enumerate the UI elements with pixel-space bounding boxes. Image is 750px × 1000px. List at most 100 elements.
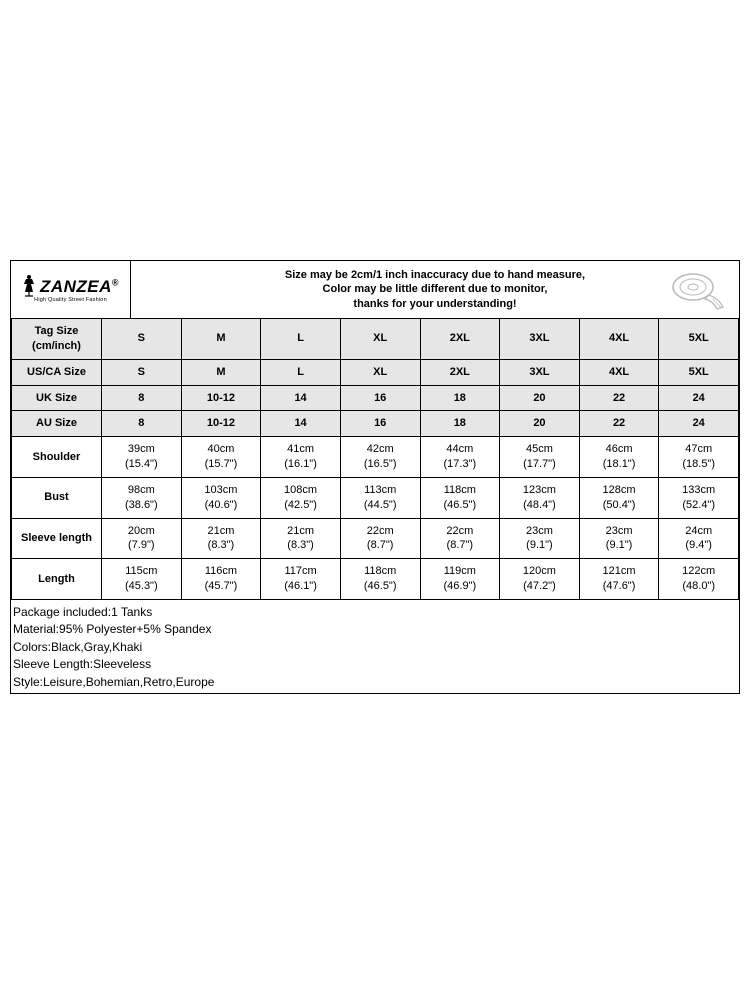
row-label: US/CA Size: [12, 359, 102, 385]
table-cell: 10-12: [181, 411, 261, 437]
table-cell: 4XL: [579, 359, 659, 385]
table-cell: 116cm (45.7"): [181, 559, 261, 600]
table-row: AU Size810-12141618202224: [12, 411, 739, 437]
table-cell: 123cm (48.4"): [500, 477, 580, 518]
size-chart: ZANZEA® High Quality Street Fashion Size…: [10, 260, 740, 694]
table-cell: 22: [579, 411, 659, 437]
table-cell: 22cm (8.7"): [420, 518, 500, 559]
table-cell: 121cm (47.6"): [579, 559, 659, 600]
table-cell: 98cm (38.6"): [102, 477, 182, 518]
table-row: Bust98cm (38.6")103cm (40.6")108cm (42.5…: [12, 477, 739, 518]
table-cell: 18: [420, 411, 500, 437]
product-details: Package included:1 TanksMaterial:95% Pol…: [11, 600, 739, 693]
col-header: XL: [340, 319, 420, 359]
table-cell: 113cm (44.5"): [340, 477, 420, 518]
table-cell: 128cm (50.4"): [579, 477, 659, 518]
table-header-row: Tag Size (cm/inch) S M L XL 2XL 3XL 4XL …: [12, 319, 739, 359]
table-cell: 103cm (40.6"): [181, 477, 261, 518]
table-cell: L: [261, 359, 341, 385]
table-body: US/CA SizeSMLXL2XL3XL4XL5XLUK Size810-12…: [12, 359, 739, 599]
table-cell: 20cm (7.9"): [102, 518, 182, 559]
brand-logo-cell: ZANZEA® High Quality Street Fashion: [11, 261, 131, 318]
size-table: Tag Size (cm/inch) S M L XL 2XL 3XL 4XL …: [11, 319, 739, 600]
table-cell: 24cm (9.4"): [659, 518, 739, 559]
table-cell: 18: [420, 385, 500, 411]
table-cell: 8: [102, 385, 182, 411]
table-cell: 119cm (46.9"): [420, 559, 500, 600]
detail-line: Sleeve Length:Sleeveless: [13, 656, 737, 673]
col-header: M: [181, 319, 261, 359]
table-cell: 14: [261, 411, 341, 437]
table-cell: 118cm (46.5"): [340, 559, 420, 600]
table-cell: 23cm (9.1"): [500, 518, 580, 559]
header-label-cell: Tag Size (cm/inch): [12, 319, 102, 359]
table-cell: 45cm (17.7"): [500, 437, 580, 478]
table-cell: 47cm (18.5"): [659, 437, 739, 478]
trademark: ®: [112, 277, 119, 287]
brand-tagline: High Quality Street Fashion: [34, 297, 107, 303]
table-row: Sleeve length20cm (7.9")21cm (8.3")21cm …: [12, 518, 739, 559]
notice-line-2: Color may be little different due to mon…: [323, 282, 548, 296]
brand-name: ZANZEA®: [22, 277, 119, 297]
table-cell: S: [102, 359, 182, 385]
table-cell: 16: [340, 411, 420, 437]
table-cell: 44cm (17.3"): [420, 437, 500, 478]
table-cell: 108cm (42.5"): [261, 477, 341, 518]
size-notice: Size may be 2cm/1 inch inaccuracy due to…: [131, 261, 739, 318]
detail-line: Style:Leisure,Bohemian,Retro,Europe: [13, 674, 737, 691]
table-cell: 24: [659, 385, 739, 411]
mannequin-icon: [20, 274, 38, 298]
table-cell: XL: [340, 359, 420, 385]
table-cell: 46cm (18.1"): [579, 437, 659, 478]
table-cell: 133cm (52.4"): [659, 477, 739, 518]
table-row: UK Size810-12141618202224: [12, 385, 739, 411]
table-cell: 14: [261, 385, 341, 411]
measuring-tape-icon: [669, 269, 725, 311]
table-cell: 22cm (8.7"): [340, 518, 420, 559]
table-cell: 117cm (46.1"): [261, 559, 341, 600]
row-label: Bust: [12, 477, 102, 518]
row-label: UK Size: [12, 385, 102, 411]
row-label: AU Size: [12, 411, 102, 437]
detail-line: Package included:1 Tanks: [13, 604, 737, 621]
table-cell: 21cm (8.3"): [181, 518, 261, 559]
table-cell: 8: [102, 411, 182, 437]
row-label: Sleeve length: [12, 518, 102, 559]
chart-header: ZANZEA® High Quality Street Fashion Size…: [11, 261, 739, 319]
table-cell: 118cm (46.5"): [420, 477, 500, 518]
table-cell: 24: [659, 411, 739, 437]
table-row: Shoulder39cm (15.4")40cm (15.7")41cm (16…: [12, 437, 739, 478]
col-header: 2XL: [420, 319, 500, 359]
table-cell: 122cm (48.0"): [659, 559, 739, 600]
table-row: Length115cm (45.3")116cm (45.7")117cm (4…: [12, 559, 739, 600]
table-cell: 20: [500, 411, 580, 437]
table-cell: 5XL: [659, 359, 739, 385]
col-header: 5XL: [659, 319, 739, 359]
row-label: Length: [12, 559, 102, 600]
col-header: 4XL: [579, 319, 659, 359]
table-cell: 115cm (45.3"): [102, 559, 182, 600]
table-cell: 22: [579, 385, 659, 411]
table-cell: 21cm (8.3"): [261, 518, 341, 559]
table-cell: 40cm (15.7"): [181, 437, 261, 478]
notice-line-3: thanks for your understanding!: [353, 297, 516, 311]
table-cell: 16: [340, 385, 420, 411]
table-cell: 39cm (15.4"): [102, 437, 182, 478]
detail-line: Material:95% Polyester+5% Spandex: [13, 621, 737, 638]
table-cell: 10-12: [181, 385, 261, 411]
col-header: S: [102, 319, 182, 359]
brand-text: ZANZEA: [40, 277, 112, 296]
col-header: 3XL: [500, 319, 580, 359]
col-header: L: [261, 319, 341, 359]
table-cell: M: [181, 359, 261, 385]
table-cell: 3XL: [500, 359, 580, 385]
table-cell: 42cm (16.5"): [340, 437, 420, 478]
notice-line-1: Size may be 2cm/1 inch inaccuracy due to…: [285, 268, 585, 282]
table-cell: 20: [500, 385, 580, 411]
detail-line: Colors:Black,Gray,Khaki: [13, 639, 737, 656]
row-label: Shoulder: [12, 437, 102, 478]
table-cell: 120cm (47.2"): [500, 559, 580, 600]
table-cell: 23cm (9.1"): [579, 518, 659, 559]
table-row: US/CA SizeSMLXL2XL3XL4XL5XL: [12, 359, 739, 385]
table-cell: 2XL: [420, 359, 500, 385]
